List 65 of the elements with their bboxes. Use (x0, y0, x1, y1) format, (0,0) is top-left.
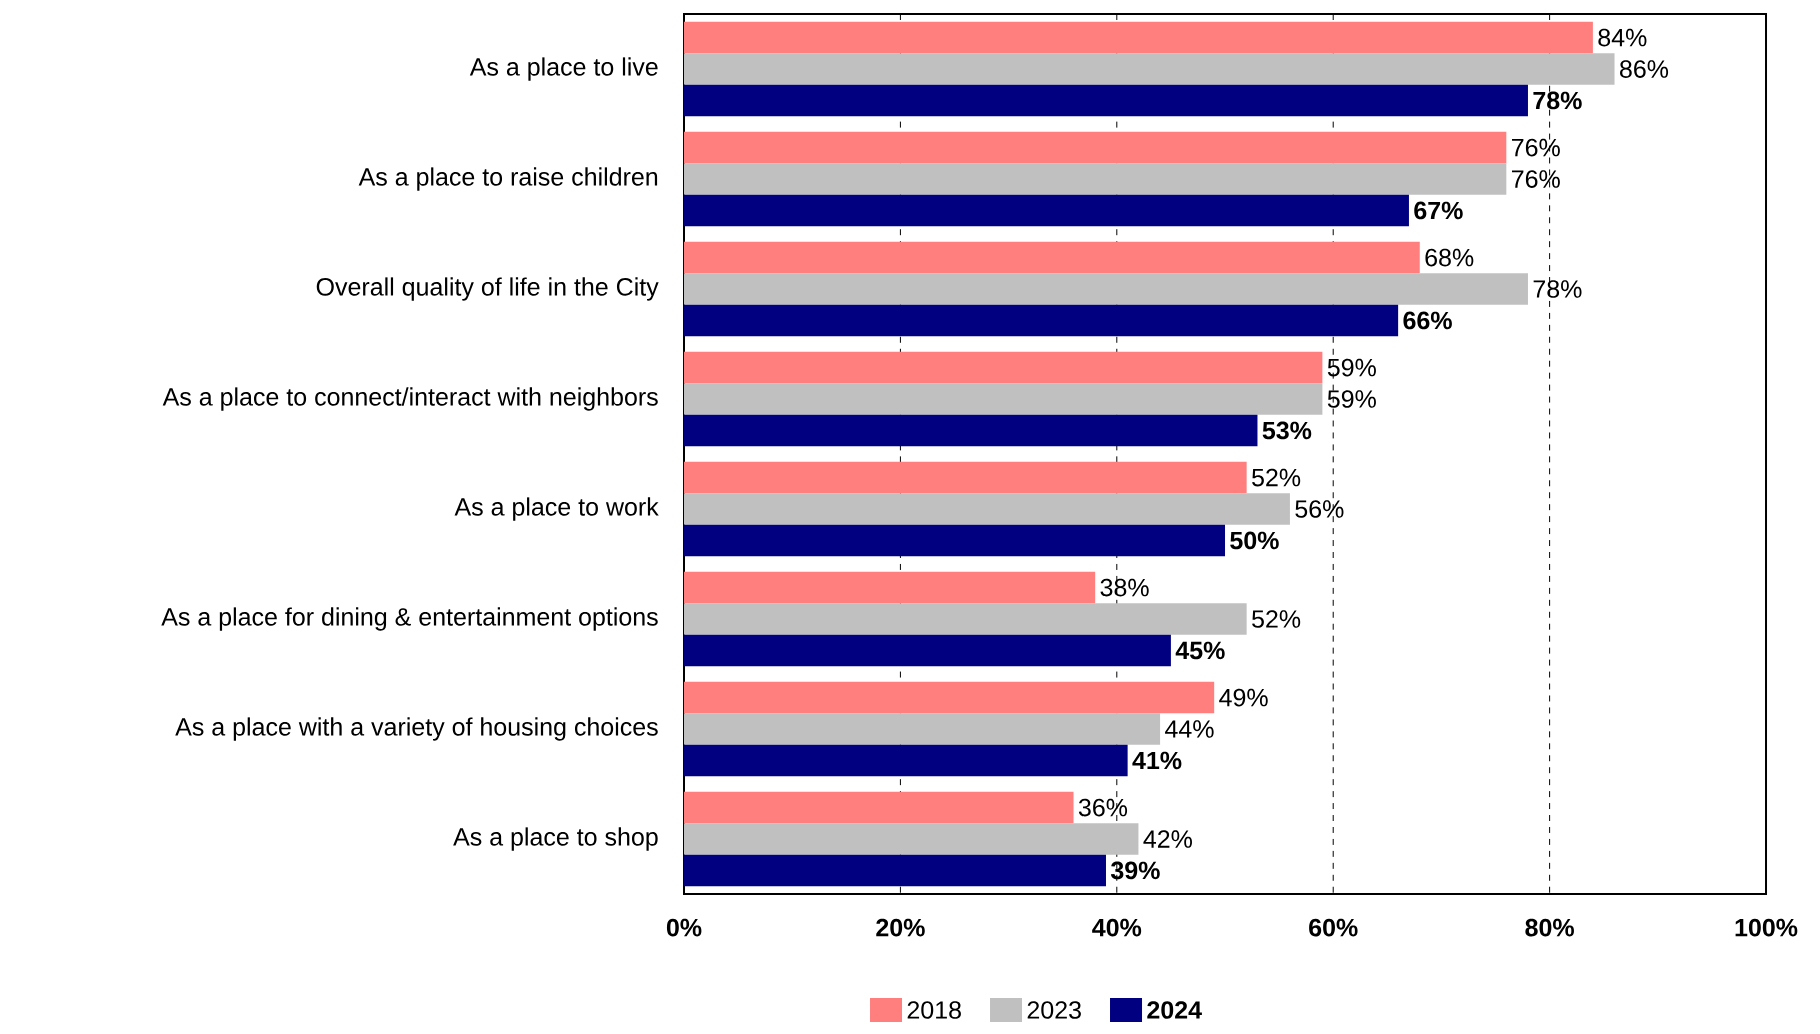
y-tick-label: As a place to raise children (358, 167, 658, 191)
data-label: 39% (1110, 861, 1160, 880)
bar (684, 53, 1615, 85)
data-label: 42% (1143, 830, 1192, 848)
bar (684, 461, 1247, 494)
data-label: 52% (1252, 610, 1301, 628)
data-label: 78% (1533, 91, 1582, 110)
bar (684, 304, 1399, 337)
bar (684, 713, 1161, 745)
y-tick-label: As a place to live (469, 57, 658, 81)
bar (684, 791, 1074, 824)
data-label: 59% (1327, 358, 1376, 377)
bar (684, 84, 1528, 117)
data-label: 56% (1295, 500, 1344, 518)
bar (684, 823, 1139, 855)
y-tick-label: As a place to shop (453, 827, 658, 851)
data-label: 41% (1132, 751, 1182, 770)
bar (684, 681, 1215, 714)
data-label: 66% (1403, 311, 1452, 330)
bar (684, 414, 1258, 447)
legend-label: 2018 (907, 1001, 961, 1019)
data-label: 52% (1252, 468, 1301, 487)
data-label: 67% (1414, 201, 1463, 220)
bar (684, 131, 1507, 164)
bar (684, 634, 1171, 667)
bar (684, 194, 1409, 227)
bar (684, 854, 1106, 887)
data-label: 50% (1230, 531, 1279, 550)
data-label: 76% (1512, 170, 1560, 188)
legend-label: 2024 (1147, 1001, 1202, 1019)
bar (684, 273, 1528, 305)
y-tick-label: As a place to work (454, 497, 659, 521)
y-tick-label: As a place to connect/interact with neighbors (162, 387, 658, 411)
bar (684, 241, 1420, 274)
y-tick-label: As a place with a variety of housing choices (175, 717, 658, 741)
bar (684, 21, 1593, 54)
bar (684, 571, 1096, 604)
data-label: 68% (1425, 248, 1474, 267)
y-tick-label: Overall quality of life in the City (316, 277, 659, 301)
bar (684, 493, 1290, 525)
y-tick-label: As a place for dining & entertainment options (161, 607, 658, 631)
x-tick-label: 40% (1092, 918, 1142, 937)
x-tick-label: 60% (1309, 918, 1358, 937)
legend-label: 2023 (1027, 1001, 1081, 1019)
bar (684, 163, 1507, 195)
data-label: 59% (1327, 390, 1376, 408)
bar (684, 383, 1323, 415)
data-label: 38% (1100, 578, 1149, 597)
data-label: 84% (1598, 28, 1647, 47)
data-label: 44% (1165, 720, 1214, 738)
data-label: 78% (1533, 280, 1582, 298)
bar (684, 351, 1323, 384)
bar (684, 744, 1128, 777)
data-label: 36% (1078, 798, 1128, 817)
data-label: 76% (1512, 138, 1560, 157)
data-label: 53% (1262, 421, 1312, 440)
x-tick-label: 100% (1735, 918, 1798, 937)
data-label: 45% (1175, 641, 1225, 660)
bar (684, 603, 1247, 635)
x-tick-label: 0% (666, 918, 702, 937)
x-tick-label: 80% (1525, 918, 1574, 937)
data-label: 49% (1219, 688, 1268, 707)
data-label: 86% (1620, 60, 1669, 78)
x-tick-label: 20% (876, 918, 925, 937)
bar (684, 524, 1226, 557)
